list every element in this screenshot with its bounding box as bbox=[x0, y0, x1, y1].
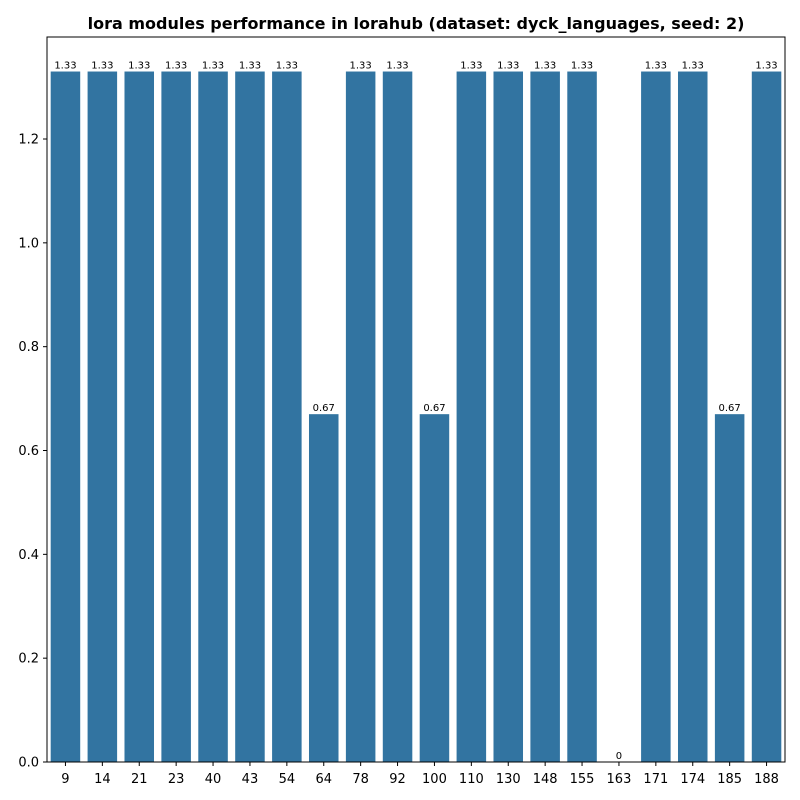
data-label-43: 1.33 bbox=[239, 61, 261, 72]
bar-9 bbox=[50, 71, 81, 762]
x-tick-label-23: 23 bbox=[168, 772, 185, 787]
y-axis: 0.0 0.2 0.4 0.6 0.8 1.0 1.2 bbox=[18, 133, 47, 771]
data-label-21: 1.33 bbox=[128, 61, 150, 72]
bars-layer bbox=[50, 71, 782, 762]
x-tick-label-14: 14 bbox=[94, 772, 111, 787]
x-tick-label-188: 188 bbox=[754, 772, 779, 787]
data-label-185: 0.67 bbox=[719, 403, 741, 414]
bar-21 bbox=[124, 71, 155, 762]
bar-54 bbox=[272, 71, 302, 762]
x-tick-label-64: 64 bbox=[315, 772, 332, 787]
data-label-171: 1.33 bbox=[645, 61, 667, 72]
bar-14 bbox=[87, 71, 118, 762]
data-label-92: 1.33 bbox=[386, 61, 408, 72]
bar-185 bbox=[714, 414, 745, 762]
x-axis: 9 14 21 23 40 43 54 64 78 92 100 110 130 148 155 163 171… bbox=[61, 762, 779, 787]
bar-43 bbox=[235, 71, 265, 762]
x-tick-label-100: 100 bbox=[422, 772, 447, 787]
x-tick-label-43: 43 bbox=[242, 772, 259, 787]
data-label-100: 0.67 bbox=[423, 403, 445, 414]
y-tick-label-0.8: 0.8 bbox=[18, 340, 39, 355]
data-label-40: 1.33 bbox=[202, 61, 224, 72]
bar-188 bbox=[751, 71, 782, 762]
x-tick-label-92: 92 bbox=[389, 772, 406, 787]
chart-title: lora modules performance in lorahub (dat… bbox=[88, 14, 745, 33]
bar-155 bbox=[567, 71, 597, 762]
bar-78 bbox=[345, 71, 376, 762]
data-label-78: 1.33 bbox=[350, 61, 372, 72]
x-tick-label-148: 148 bbox=[533, 772, 558, 787]
bar-171 bbox=[641, 71, 671, 762]
x-tick-label-9: 9 bbox=[61, 772, 69, 787]
data-label-23: 1.33 bbox=[165, 61, 187, 72]
plot-border bbox=[46, 36, 786, 763]
bar-110 bbox=[456, 71, 487, 762]
bar-23 bbox=[161, 71, 191, 762]
data-label-110: 1.33 bbox=[460, 61, 482, 72]
x-tick-label-110: 110 bbox=[459, 772, 484, 787]
data-label-9: 1.33 bbox=[54, 61, 76, 72]
data-label-174: 1.33 bbox=[682, 61, 704, 72]
y-tick-label-0.0: 0.0 bbox=[18, 756, 39, 771]
x-tick-label-163: 163 bbox=[607, 772, 632, 787]
bar-100 bbox=[419, 414, 450, 762]
y-tick-label-1.2: 1.2 bbox=[18, 133, 39, 148]
x-tick-label-155: 155 bbox=[570, 772, 595, 787]
x-tick-label-185: 185 bbox=[717, 772, 742, 787]
data-label-130: 1.33 bbox=[497, 61, 519, 72]
bar-130 bbox=[493, 71, 524, 762]
bar-64 bbox=[308, 414, 339, 762]
data-labels-layer: 1.33 1.33 1.33 1.33 1.33 1.33 1.33 0.67 1.33 1.33… bbox=[54, 61, 777, 762]
y-tick-label-0.2: 0.2 bbox=[18, 652, 39, 667]
data-label-64: 0.67 bbox=[313, 403, 335, 414]
bar-148 bbox=[530, 71, 560, 762]
x-tick-label-171: 171 bbox=[643, 772, 668, 787]
y-tick-label-0.6: 0.6 bbox=[18, 444, 39, 459]
plot-frame bbox=[46, 36, 786, 763]
x-tick-label-40: 40 bbox=[205, 772, 222, 787]
bar-92 bbox=[382, 71, 413, 762]
data-label-188: 1.33 bbox=[755, 61, 777, 72]
x-tick-label-78: 78 bbox=[352, 772, 369, 787]
data-label-148: 1.33 bbox=[534, 61, 556, 72]
data-label-54: 1.33 bbox=[276, 61, 298, 72]
bar-174 bbox=[677, 71, 708, 762]
data-label-14: 1.33 bbox=[91, 61, 113, 72]
x-tick-label-174: 174 bbox=[680, 772, 705, 787]
x-tick-label-54: 54 bbox=[279, 772, 296, 787]
x-tick-label-21: 21 bbox=[131, 772, 148, 787]
data-label-163: 0 bbox=[616, 751, 622, 762]
bar-40 bbox=[198, 71, 228, 762]
y-tick-label-0.4: 0.4 bbox=[18, 548, 39, 563]
data-label-155: 1.33 bbox=[571, 61, 593, 72]
y-tick-label-1.0: 1.0 bbox=[18, 236, 39, 251]
x-tick-label-130: 130 bbox=[496, 772, 521, 787]
